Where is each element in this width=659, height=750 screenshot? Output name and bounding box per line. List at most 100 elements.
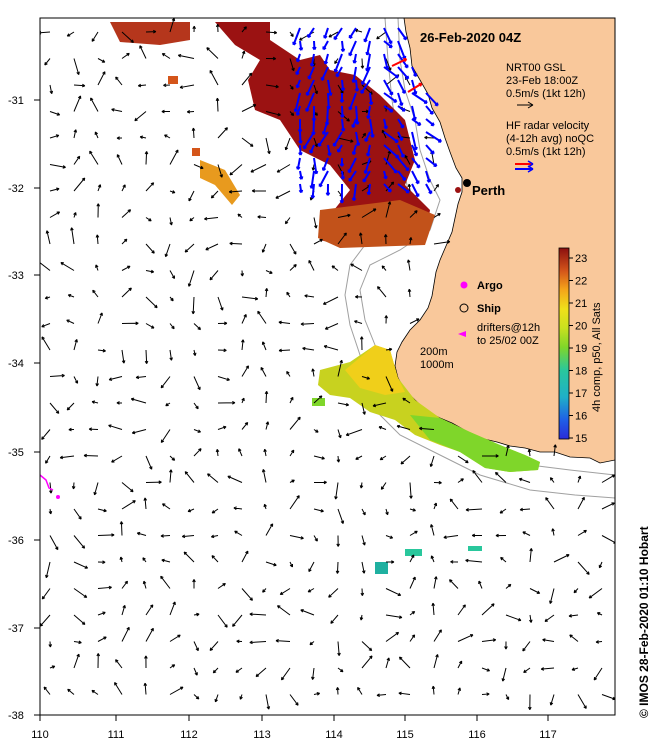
model-current-arrow (73, 212, 77, 218)
model-current-arrow (142, 557, 147, 563)
model-current-arrow (264, 288, 269, 298)
hf-radar-arrow (411, 170, 420, 185)
model-current-arrow (48, 641, 53, 648)
hf-radar-arrow (397, 144, 405, 158)
model-current-arrow (211, 555, 219, 563)
colorbar-tick-label: 21 (575, 298, 587, 310)
model-current-arrow (210, 190, 219, 199)
hf-radar-arrow (397, 170, 407, 182)
hf-radar-arrow (383, 183, 392, 193)
hf-radar-arrow (383, 131, 399, 144)
model-current-arrow (523, 667, 531, 674)
model-current-arrow (595, 640, 603, 644)
model-current-arrow (577, 694, 587, 709)
model-current-arrow (478, 580, 483, 589)
hf-radar-arrow (327, 79, 333, 97)
y-tick-label: -33 (8, 270, 24, 282)
model-current-arrow (324, 323, 339, 330)
model-current-arrow (49, 164, 66, 169)
model-current-arrow (229, 241, 243, 246)
model-current-arrow (404, 154, 411, 165)
model-current-arrow (457, 634, 474, 642)
hf-radar-arrow (339, 92, 345, 103)
model-current-arrow (73, 58, 80, 75)
model-current-arrow (529, 614, 533, 623)
model-current-arrow (91, 400, 99, 404)
model-current-arrow (398, 656, 411, 669)
model-current-arrow (384, 315, 389, 324)
model-current-arrow (193, 612, 200, 617)
model-current-arrow (210, 534, 219, 539)
model-current-arrow (313, 480, 327, 485)
model-current-arrow (209, 270, 219, 281)
model-current-arrow (308, 260, 315, 271)
legend-radar-avg: (4-12h avg) noQC (506, 133, 594, 145)
model-current-arrow (430, 524, 435, 536)
y-tick-label: -38 (8, 710, 24, 722)
model-current-arrow (193, 429, 201, 433)
model-current-arrow (71, 482, 76, 490)
model-current-arrow (164, 243, 171, 258)
model-current-arrow (73, 95, 82, 112)
hf-radar-arrow (336, 144, 343, 153)
model-current-arrow (409, 210, 418, 218)
hf-radar-arrow (397, 27, 408, 41)
model-current-arrow (379, 455, 387, 461)
model-current-arrow (214, 694, 219, 703)
hf-radar-arrow (411, 79, 418, 95)
model-current-arrow (73, 155, 81, 165)
hf-radar-arrow (302, 131, 315, 150)
model-current-arrow (134, 111, 147, 122)
model-current-arrow (91, 31, 99, 42)
model-current-arrow (481, 692, 490, 696)
model-current-arrow (385, 376, 394, 392)
model-current-arrow (457, 687, 462, 695)
hf-radar-arrow (305, 92, 315, 113)
hf-radar-arrow (348, 170, 357, 182)
model-current-arrow (361, 641, 373, 652)
model-current-arrow (250, 164, 267, 173)
hf-radar-arrow (397, 79, 406, 95)
model-current-arrow (217, 582, 226, 589)
model-current-arrow (409, 530, 418, 536)
model-current-arrow (431, 685, 436, 695)
model-current-arrow (121, 604, 126, 616)
model-current-arrow (457, 660, 463, 669)
map-title: 26-Feb-2020 04Z (420, 30, 521, 45)
colorbar-tick-label: 17 (575, 388, 587, 400)
hf-radar-arrow (397, 118, 405, 129)
model-current-arrow (217, 127, 228, 139)
model-current-arrow (289, 243, 297, 255)
hf-radar-arrow (340, 105, 345, 118)
model-current-arrow (542, 638, 555, 642)
model-current-arrow (588, 588, 603, 599)
model-current-arrow (169, 634, 181, 642)
model-current-arrow (337, 508, 345, 524)
model-current-arrow (41, 429, 51, 440)
hf-radar-arrow (397, 105, 406, 112)
model-current-arrow (289, 416, 301, 430)
model-current-arrow (409, 508, 416, 512)
model-current-arrow (433, 654, 439, 669)
model-current-arrow (457, 604, 466, 616)
model-current-arrow (360, 588, 365, 596)
model-current-arrow (385, 58, 392, 71)
model-current-arrow (121, 626, 130, 642)
model-current-arrow (94, 131, 99, 139)
model-current-arrow (49, 373, 65, 378)
model-current-arrow (121, 500, 136, 510)
model-current-arrow (217, 348, 227, 353)
model-current-arrow (162, 503, 171, 510)
model-current-arrow (313, 137, 318, 148)
model-current-arrow (73, 614, 86, 625)
colorbar-tick-label: 15 (575, 433, 587, 445)
model-current-arrow (372, 402, 387, 408)
hf-radar-arrow (365, 40, 371, 56)
legend-argo: Argo (477, 280, 503, 292)
model-current-arrow (121, 482, 134, 493)
model-current-arrow (108, 424, 123, 430)
model-current-arrow (278, 320, 291, 325)
model-current-arrow (89, 150, 99, 165)
x-tick-label: 115 (396, 729, 414, 741)
model-current-arrow (249, 640, 267, 645)
